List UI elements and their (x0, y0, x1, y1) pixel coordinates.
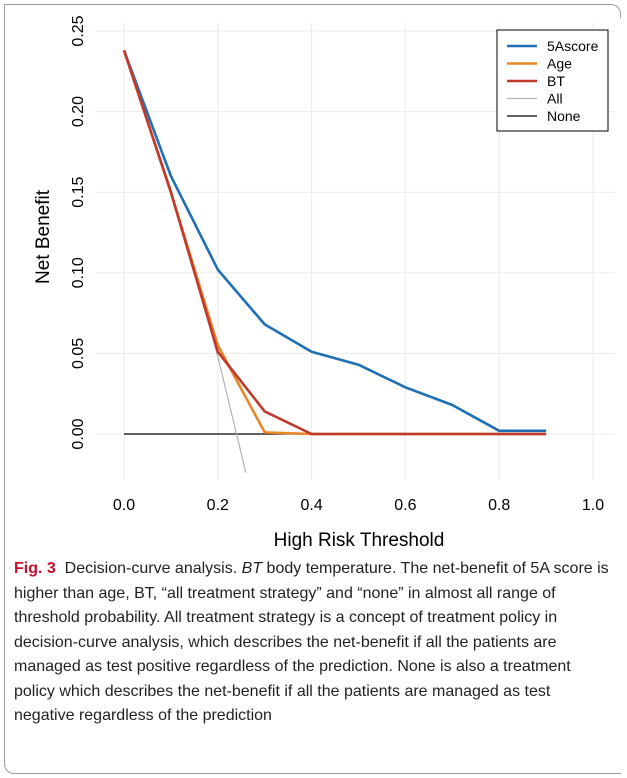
x-tick-label: 0.2 (207, 497, 229, 514)
legend-label: BT (547, 73, 565, 89)
y-axis-label: Net Benefit (33, 189, 54, 284)
caption-title: Decision-curve analysis. (64, 560, 238, 577)
y-tick-label: 0.10 (70, 257, 87, 288)
caption-body: body temperature. The net-benefit of 5A … (14, 560, 609, 724)
x-tick-label: 0.4 (300, 497, 322, 514)
y-tick-label: 0.05 (70, 338, 87, 369)
decision-curve-chart: 0.0 0.2 0.4 0.6 0.8 1.0 0.00 0.05 0.10 0.15 0.20 0.… (33, 15, 615, 551)
x-axis-label: High Risk Threshold (274, 530, 445, 551)
y-tick-label: 0.00 (70, 418, 87, 449)
legend-label: Age (547, 56, 572, 72)
axis-ticks: 0.0 0.2 0.4 0.6 0.8 1.0 0.00 0.05 0.10 0.15 0.20 0.… (70, 15, 604, 514)
legend-label: None (547, 108, 581, 124)
x-tick-label: 0.8 (488, 497, 510, 514)
series-line-bt (122, 49, 547, 436)
legend-label: 5Ascore (547, 38, 599, 54)
x-tick-label: 0.6 (394, 497, 416, 514)
y-tick-label: 0.20 (70, 96, 87, 127)
x-tick-label: 1.0 (582, 497, 604, 514)
legend-label: All (547, 91, 563, 107)
figure-caption: Fig. 3 Decision-curve analysis. BT body … (14, 557, 614, 729)
y-tick-label: 0.25 (70, 15, 87, 46)
y-tick-label: 0.15 (70, 177, 87, 208)
x-tick-label: 0.0 (113, 497, 135, 514)
figure-label: Fig. 3 (14, 560, 56, 577)
figure-frame (4, 4, 621, 774)
series-lines (122, 49, 547, 473)
caption-abbreviation: BT (241, 560, 263, 577)
series-line-5ascore (122, 49, 547, 433)
